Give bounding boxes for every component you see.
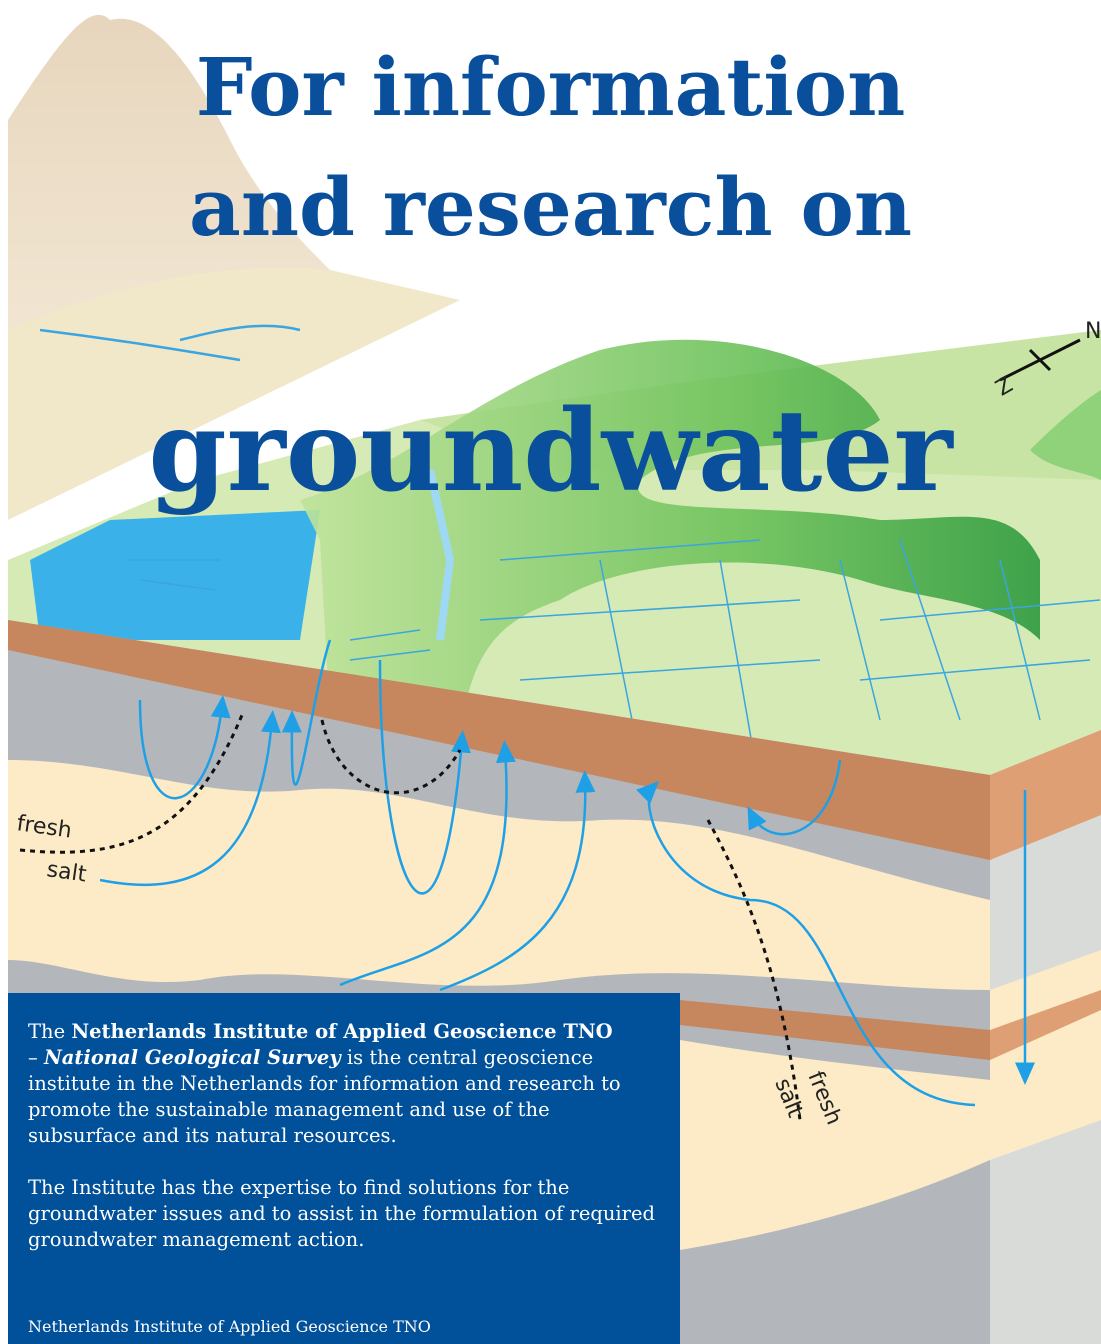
title-line: groundwater: [148, 386, 953, 517]
fresh-salt-boundary: [19, 714, 802, 1121]
text: is the central geoscience institute in t…: [28, 1046, 621, 1147]
bold-italic-text: National Geological Survey: [43, 1046, 341, 1069]
clay-layer: [680, 1000, 990, 1060]
flow-arrows: [99, 639, 1035, 1107]
lake: [30, 510, 320, 640]
paragraph: The Institute has the expertise to find …: [28, 1176, 655, 1251]
text: –: [28, 1046, 44, 1069]
title-line: For information: [195, 40, 906, 134]
canals: [39, 324, 1101, 791]
title-line: and research on: [188, 160, 912, 254]
clay-layer: [990, 730, 1101, 860]
paragraph: The Netherlands Institute of Applied Geo…: [28, 1019, 660, 1149]
info-box: The Netherlands Institute of Applied Geo…: [8, 993, 680, 1344]
label-salt: salt: [45, 857, 88, 887]
dike: [300, 339, 1040, 740]
compass: [999, 338, 1081, 382]
dike: [1030, 390, 1101, 480]
hills: [8, 267, 460, 520]
sand-layer: [680, 1040, 990, 1250]
sand-layer: [420, 854, 640, 913]
footer: Netherlands Institute of Applied Geoscie…: [28, 1317, 431, 1336]
clay-layer: [990, 990, 1101, 1060]
text: The: [28, 1020, 72, 1043]
compass-north: N: [1085, 319, 1101, 344]
bold-text: Netherlands Institute of Applied Geoscie…: [71, 1020, 613, 1043]
clay-layer: [8, 620, 990, 860]
